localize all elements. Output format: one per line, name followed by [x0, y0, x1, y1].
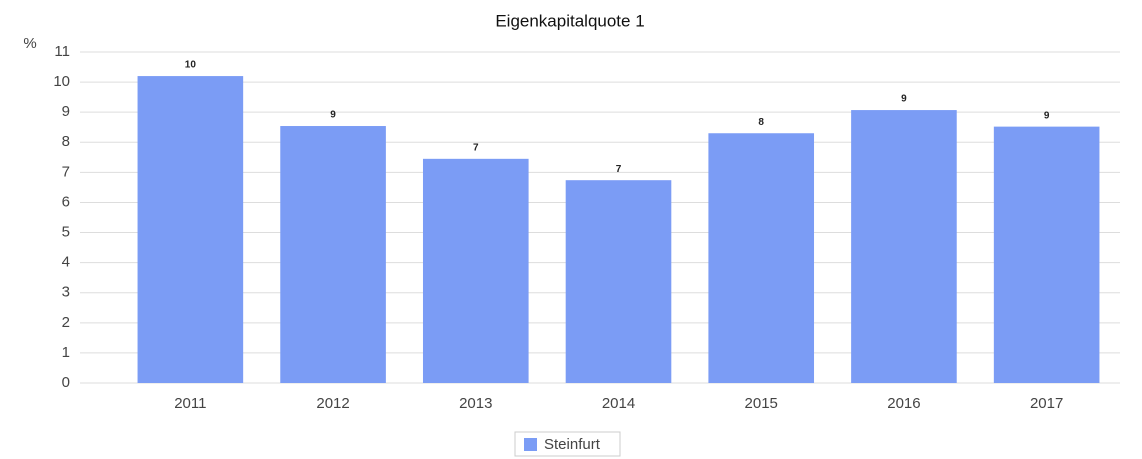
x-tick-label: 2014 — [602, 395, 635, 412]
y-tick-label: 9 — [62, 103, 70, 120]
chart-title: Eigenkapitalquote 1 — [495, 11, 644, 30]
data-label: 9 — [330, 110, 336, 121]
y-tick-label: 7 — [62, 163, 70, 180]
bar — [422, 158, 529, 383]
y-axis-label: % — [23, 35, 36, 52]
y-tick-label: 2 — [62, 314, 70, 331]
data-label: 7 — [473, 142, 479, 153]
y-tick-label: 6 — [62, 193, 70, 210]
bar — [708, 133, 815, 383]
x-tick-label: 2012 — [316, 395, 349, 412]
bar — [851, 110, 957, 384]
y-tick-label: 10 — [53, 73, 70, 90]
legend-label: Steinfurt — [544, 436, 601, 453]
x-tick-label: 2017 — [1030, 395, 1063, 412]
y-tick-label: 11 — [54, 43, 70, 60]
data-label: 10 — [185, 60, 197, 71]
y-tick-label: 8 — [62, 133, 70, 150]
y-tick-label: 3 — [62, 284, 70, 301]
x-tick-label: 2016 — [887, 395, 920, 412]
data-label: 7 — [616, 164, 622, 175]
bar — [280, 126, 386, 384]
x-tick-label: 2015 — [745, 395, 778, 412]
data-label: 8 — [758, 117, 764, 128]
x-tick-label: 2013 — [459, 395, 492, 412]
bar — [137, 76, 244, 383]
y-tick-label: 1 — [62, 344, 70, 361]
data-label: 9 — [1044, 110, 1050, 121]
data-label: 9 — [901, 94, 907, 105]
bar — [993, 126, 1100, 383]
y-tick-label: 4 — [62, 254, 70, 271]
bar — [565, 180, 672, 383]
x-tick-label: 2011 — [174, 395, 206, 412]
y-tick-label: 5 — [62, 224, 70, 241]
legend-swatch — [524, 438, 537, 451]
y-tick-label: 0 — [62, 374, 70, 391]
